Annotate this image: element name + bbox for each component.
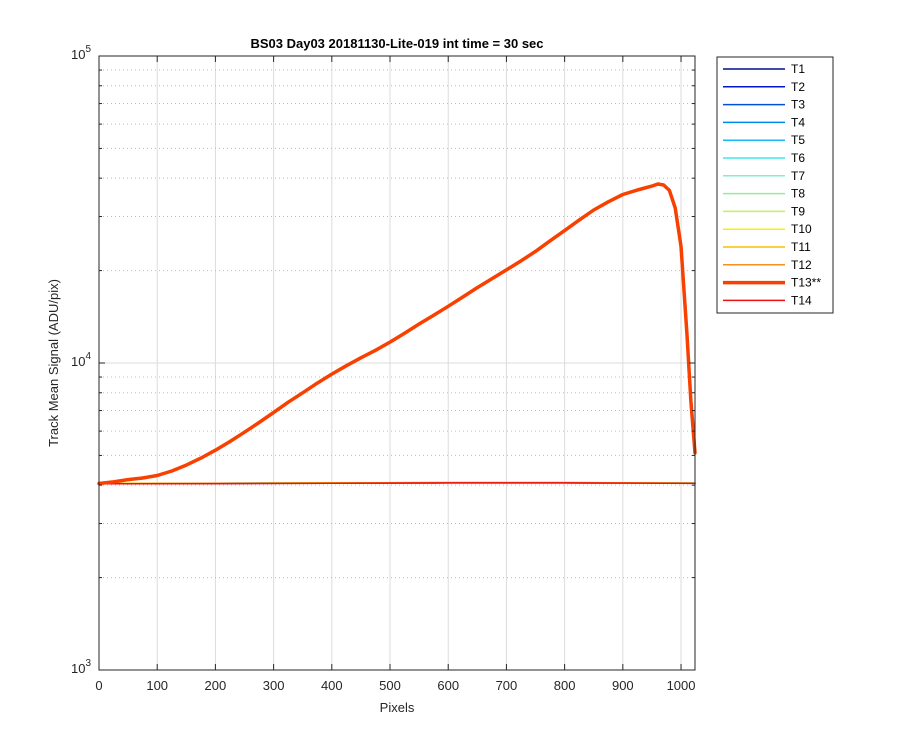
x-tick-label: 600	[437, 678, 459, 693]
x-tick-label: 800	[554, 678, 576, 693]
y-tick-exponent: 3	[85, 658, 91, 669]
y-tick-base: 10	[71, 661, 85, 676]
x-tick-label: 700	[496, 678, 518, 693]
grid	[98, 56, 695, 670]
legend-label: T11	[791, 240, 811, 254]
legend-label: T4	[791, 115, 805, 129]
x-tick-label: 500	[379, 678, 401, 693]
x-tick-label: 0	[95, 678, 102, 693]
y-tick-label: 104	[71, 351, 91, 369]
x-tick-label: 1000	[667, 678, 696, 693]
x-tick-label: 100	[146, 678, 168, 693]
legend-label: T8	[791, 187, 805, 201]
y-tick-label: 103	[71, 658, 91, 676]
legend-label: T2	[791, 80, 805, 94]
x-tick-label: 400	[321, 678, 343, 693]
series-line-T14	[98, 482, 696, 485]
legend-label: T5	[791, 133, 805, 147]
x-axis-ticks: 0 100 200 300 400 500 600 700 800 900 1000	[95, 56, 695, 693]
x-tick-label: 200	[205, 678, 227, 693]
y-tick-label: 105	[71, 44, 91, 62]
x-axis-label: Pixels	[380, 700, 415, 715]
x-tick-label: 300	[263, 678, 285, 693]
legend-label: T3	[791, 98, 805, 112]
series-line-T13	[97, 182, 697, 486]
legend-label: T7	[791, 169, 805, 183]
chart-title: BS03 Day03 20181130-Lite-019 int time = …	[250, 36, 543, 51]
legend-label: T10	[791, 222, 812, 236]
series-layer	[97, 182, 697, 486]
y-tick-base: 10	[71, 354, 85, 369]
legend-label: T13**	[791, 276, 821, 290]
legend-label: T6	[791, 151, 805, 165]
y-tick-base: 10	[71, 47, 85, 62]
legend-label: T14	[791, 293, 812, 307]
x-tick-label: 900	[612, 678, 634, 693]
y-tick-exponent: 5	[85, 44, 91, 55]
legend-label: T9	[791, 204, 805, 218]
legend: T1 T2 T3 T4 T5 T6 T7 T8 T9 T10 T11 T12 T13** T14	[716, 56, 834, 314]
legend-label: T12	[791, 258, 812, 272]
y-axis-label: Track Mean Signal (ADU/pix)	[46, 279, 61, 447]
legend-label: T1	[791, 62, 805, 76]
y-tick-exponent: 4	[85, 351, 91, 362]
legend-box	[716, 56, 834, 314]
